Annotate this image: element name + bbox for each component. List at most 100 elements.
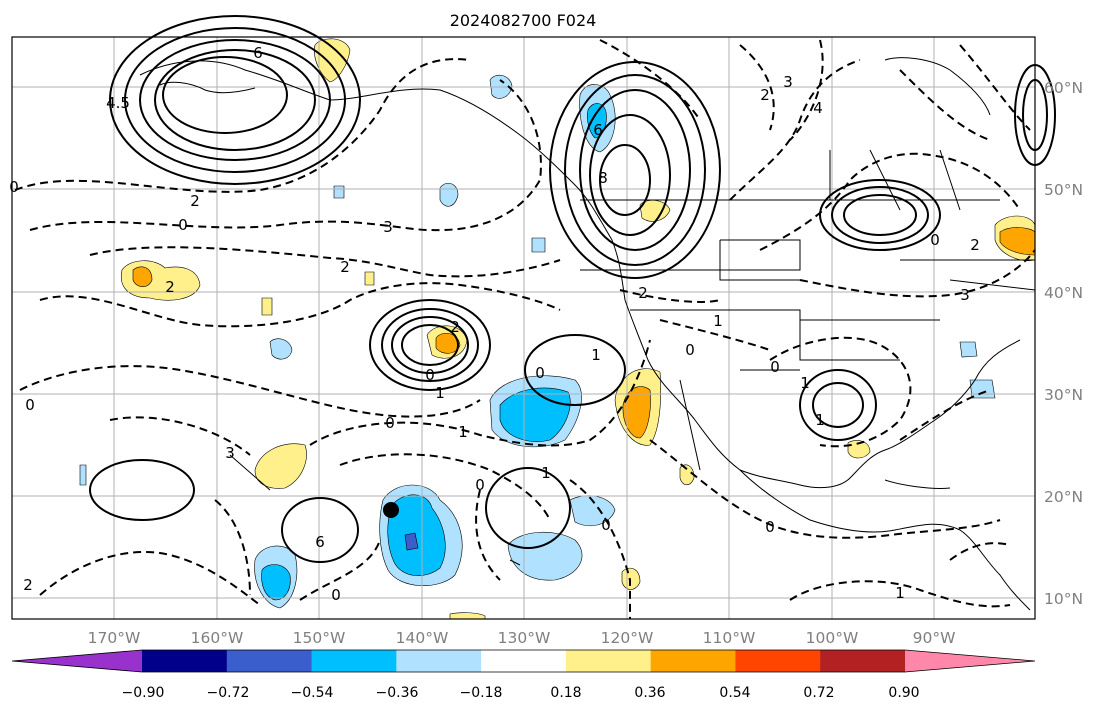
contour-label: 2 — [23, 576, 33, 594]
negative-anomaly-patch — [959, 341, 978, 358]
lat-label: 60°N — [1044, 79, 1083, 97]
colorbar-segment — [226, 650, 313, 672]
lon-label: 150°W — [293, 629, 346, 647]
colorbar-segment — [396, 650, 482, 672]
negative-anomaly-patch — [507, 531, 583, 581]
contour-label: 0 — [770, 358, 780, 376]
contour-label: 3 — [783, 73, 793, 91]
contour-label: 2 — [450, 318, 460, 336]
lat-label: 10°N — [1044, 590, 1083, 608]
contour-label: 0 — [475, 476, 485, 494]
colorbar-tick-label: −0.90 — [122, 685, 165, 701]
contour-label: 6 — [253, 44, 263, 62]
longitude-labels: 170°W 160°W 150°W 140°W 130°W 120°W 110°… — [88, 629, 956, 647]
contour-label: 1 — [435, 384, 445, 402]
negative-anomaly-patch — [387, 494, 446, 576]
contour-label: 3 — [225, 444, 235, 462]
lon-label: 90°W — [913, 629, 956, 647]
colorbar-outline — [11, 649, 1036, 673]
negative-anomaly-patch — [261, 564, 291, 601]
positive-anomaly-patch — [847, 440, 871, 459]
colorbar-segment — [481, 650, 567, 672]
contour-label: 1 — [458, 423, 468, 441]
positive-anomaly-patch — [621, 567, 641, 590]
colorbar-tick-label: −0.36 — [376, 685, 419, 701]
contour-label: 3 — [383, 218, 393, 236]
contour-label: 0 — [765, 518, 775, 536]
colorbar-segment — [565, 650, 652, 672]
colorbar-extend-low — [12, 650, 142, 672]
lat-label: 40°N — [1044, 284, 1083, 302]
coastlines — [139, 57, 1036, 611]
colorbar-segment — [650, 650, 736, 672]
colorbar-segment — [735, 650, 821, 672]
contour-label: 1 — [591, 346, 601, 364]
contour-label: 4 — [813, 99, 823, 117]
contour-label: 6 — [315, 533, 325, 551]
lon-label: 130°W — [498, 629, 551, 647]
negative-anomaly-patch — [79, 464, 87, 486]
positive-anomaly-patch — [364, 271, 375, 286]
contour-label: 0 — [425, 366, 435, 384]
positive-anomaly-patch — [435, 332, 461, 354]
colorbar-tick-label: 0.72 — [803, 685, 834, 701]
negative-contours — [14, 39, 1036, 619]
contour-label: 4.5 — [106, 94, 130, 112]
contour-label: 0 — [535, 364, 545, 382]
contour-label: 8 — [598, 169, 608, 187]
contour-label: 1 — [713, 312, 723, 330]
colorbar — [11, 649, 1036, 673]
contour-label: 2 — [638, 284, 648, 302]
positive-anomaly-patch — [132, 266, 153, 288]
lon-label: 120°W — [601, 629, 654, 647]
positive-anomaly-patch — [261, 297, 273, 316]
latitude-labels: 60°N 50°N 40°N 30°N 20°N 10°N — [1044, 79, 1083, 608]
colorbar-tick-label: 0.54 — [719, 685, 750, 701]
negative-anomaly-patch — [531, 237, 546, 253]
contour-label: 0 — [601, 516, 611, 534]
positive-anomaly-patch — [679, 464, 695, 486]
colorbar-segment — [142, 650, 228, 672]
shaded-anomalies — [79, 38, 1036, 620]
negative-anomaly-patch — [333, 185, 345, 199]
positive-anomaly-patch — [639, 200, 671, 222]
contour-label: 0 — [25, 396, 35, 414]
contour-label: 0 — [385, 414, 395, 432]
contour-label: 0 — [930, 231, 940, 249]
lat-label: 50°N — [1044, 181, 1083, 199]
lon-label: 140°W — [396, 629, 449, 647]
lon-label: 160°W — [191, 629, 244, 647]
lat-label: 20°N — [1044, 488, 1083, 506]
negative-anomaly-patch — [269, 338, 293, 360]
map-title: 2024082700 F024 — [450, 11, 597, 30]
contour-label: 2 — [970, 236, 980, 254]
contour-label: 0 — [178, 216, 188, 234]
negative-anomaly-patch — [404, 532, 419, 551]
location-marker — [383, 502, 399, 518]
contour-label: 2 — [760, 86, 770, 104]
colorbar-ticks: −0.90 −0.72 −0.54 −0.36 −0.18 0.18 0.36 … — [122, 685, 920, 701]
colorbar-tick-label: −0.18 — [460, 685, 503, 701]
contour-label: 2 — [165, 278, 175, 296]
contour-label: 0 — [685, 341, 695, 359]
contour-label: 2 — [190, 192, 200, 210]
colorbar-segment — [820, 650, 906, 672]
contour-label: 1 — [815, 411, 825, 429]
lon-label: 170°W — [88, 629, 141, 647]
colorbar-extend-high — [905, 650, 1035, 672]
contour-label: 1 — [800, 374, 810, 392]
contour-label: 2 — [340, 258, 350, 276]
colorbar-tick-label: 0.90 — [888, 685, 919, 701]
positive-contours — [89, 15, 1056, 563]
lon-label: 100°W — [806, 629, 859, 647]
lat-label: 30°N — [1044, 386, 1083, 404]
positive-anomaly-patch — [314, 38, 351, 83]
colorbar-segment — [311, 650, 397, 672]
colorbar-tick-label: 0.36 — [634, 685, 665, 701]
colorbar-tick-label: −0.72 — [207, 685, 250, 701]
contour-label: 1 — [895, 584, 905, 602]
contour-label: 1 — [541, 464, 551, 482]
